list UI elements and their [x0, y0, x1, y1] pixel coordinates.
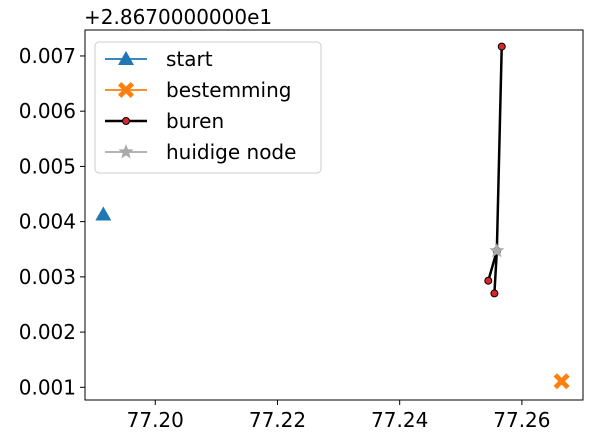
- y-offset-label: +2.8670000000e1: [84, 5, 272, 29]
- point-start-0: [95, 206, 112, 221]
- legend-marker-buren: [122, 117, 130, 125]
- series-line-buren: [487, 46, 503, 294]
- y-tick-label-3: 0.004: [19, 210, 76, 234]
- legend-label-huidige-node: huidige node: [166, 140, 296, 164]
- legend-marker-bestemming: [118, 82, 134, 98]
- legend-marker-start: [118, 51, 134, 65]
- plot-frame: [84, 29, 584, 401]
- y-tick-label-6: 0.007: [19, 44, 76, 68]
- y-tick-label-0: 0.001: [19, 375, 76, 399]
- point-bestemming-0: [553, 373, 570, 390]
- legend: start bestemming buren huidige node: [94, 41, 322, 174]
- legend-label-start: start: [166, 47, 213, 71]
- marks-layer: [95, 42, 570, 390]
- legend-frame: [94, 41, 322, 174]
- axes-layer: 77.20 77.22 77.24 77.26 0.001 0.002 0.003 0.004…: [19, 5, 584, 432]
- y-tick-label-5: 0.006: [19, 99, 76, 123]
- y-tick-label-1: 0.002: [19, 320, 76, 344]
- point-buren-2: [490, 289, 499, 298]
- point-buren-4: [484, 276, 493, 285]
- y-tick-label-2: 0.003: [19, 265, 76, 289]
- y-tick-label-4: 0.005: [19, 154, 76, 178]
- legend-marker-huidige-node: [118, 144, 134, 159]
- legend-label-bestemming: bestemming: [166, 78, 291, 102]
- x-tick-label-3: 77.26: [493, 408, 550, 432]
- x-tick-label-1: 77.22: [249, 408, 306, 432]
- x-tick-label-2: 77.24: [371, 408, 428, 432]
- point-buren-0: [497, 42, 506, 51]
- legend-label-buren: buren: [166, 109, 224, 133]
- point-huidige-node-0: [489, 242, 505, 258]
- x-tick-label-0: 77.20: [127, 408, 184, 432]
